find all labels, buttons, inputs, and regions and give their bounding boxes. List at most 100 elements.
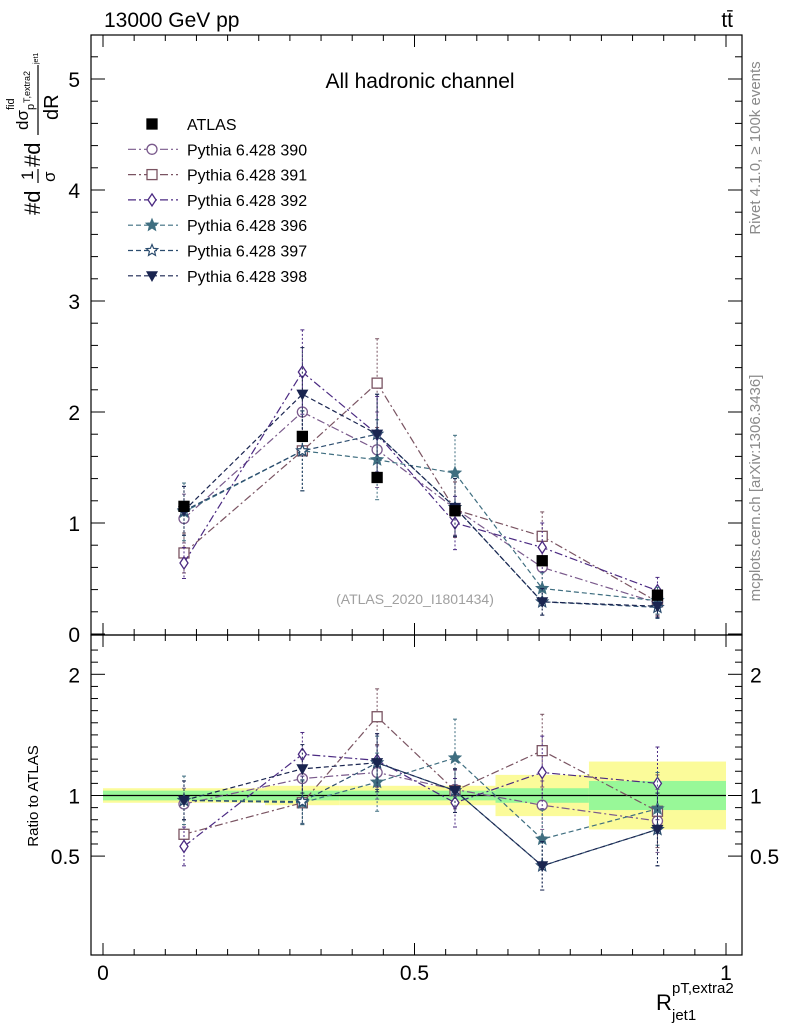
series-5-ratio-point [296,764,309,776]
series-3-ratio-point-shape [447,750,463,765]
series-5-main-point-shape [296,389,309,401]
series-5-main-point [651,601,664,613]
series-5-main-point-shape [371,429,384,441]
series-5-main-point [536,597,549,609]
series-5-main-point [371,429,384,441]
legend-marker-2 [147,192,157,208]
series-1-main-point-shape [371,377,383,389]
series-5-ratio-point [177,795,191,807]
analysis-id-label: (ATLAS_2020_I1801434) [336,591,494,607]
legend-atlas-marker-shape [146,118,158,130]
series-2-main-point-shape [537,540,547,555]
series-2-ratio-point-shape [179,839,189,854]
xlabel-sub: jet1 [671,1007,696,1024]
series-2-ratio-point-shape [537,765,547,780]
xlabel-base: R [656,990,672,1015]
ratio-y-tick-label: 1 [68,786,80,809]
legend-marker-5 [145,271,159,283]
ratio-y-tick-label-right: 0.5 [750,846,779,869]
ratio-y-tick-label: 0.5 [51,846,80,869]
legend-marker-5-shape [145,271,159,283]
main-y-tick-label: 0 [68,624,80,647]
legend-atlas-label: ATLAS [187,117,237,134]
atlas-data-point [296,430,309,443]
ratio-uncertainty-bands [103,761,726,830]
series-5-main-line [183,393,658,607]
ylabel-mid: #d [20,143,45,167]
series-5-ratio-point-shape [371,758,384,770]
legend-label-2: Pythia 6.428 392 [187,193,307,210]
series-5-ratio-point [371,758,384,770]
legend-marker-0-shape [146,143,158,155]
series-5-main-point-shape [536,597,549,609]
legend-label-4: Pythia 6.428 397 [187,244,307,261]
ylabel-frac1-den: σ [40,171,59,182]
atlas-data-point-shape [296,430,309,443]
series-1-ratio-point [178,828,190,840]
chart-title: All hadronic channel [325,70,514,93]
series-2-ratio-line [183,753,658,847]
legend-marker-4 [144,242,160,257]
series-2-main-point-shape [179,555,189,571]
legend-marker-3 [144,217,160,232]
atlas-data-point [536,555,548,567]
series-1-ratio-point-shape [536,745,548,757]
process-label: tt̄ [721,9,733,32]
x-tick-label: 0 [97,962,109,985]
atlas-data-point-shape [536,555,548,567]
series-1-main-line [183,382,658,603]
series-5-ratio-point-shape [536,861,549,873]
series-5-main-point [296,389,309,401]
series-5-ratio-point-shape [651,824,664,836]
main-ylabel: #d 1 σ #d dσ fid p T,extra2 jet1 dR [5,53,63,215]
ylabel-frac1-num: 1 [18,171,37,180]
axes-layer: 0 0.5 1 0 1 2 3 4 5 0.5 0.5 1 1 2 2 [51,34,779,985]
xlabel-sup: pT,extra2 [672,980,734,997]
atlas-data-point [449,505,461,517]
legend-marker-1-shape [146,168,158,181]
series-2-main-point [537,540,547,555]
series-2-main-line [183,371,658,592]
series-4-ratio-point-shape [295,794,310,808]
legend-marker-1 [146,168,158,181]
series-5-ratio-point-shape [296,764,309,776]
series-1-ratio-point [536,745,548,757]
series-5-main-point-shape [651,601,664,613]
series-2-main-point [179,555,189,571]
series-2-ratio-point [537,765,547,780]
energy-label: 13000 GeV pp [104,9,239,32]
series-3-main-point [535,580,550,595]
series-1-ratio-point-shape [371,711,383,723]
series-3-ratio-point [650,801,665,816]
series-3-main-line [183,450,658,602]
legend-marker-0 [146,143,158,155]
ylabel-frac2-num-subsub2: jet1 [33,53,40,65]
atlas-data-point [178,500,190,513]
series-3-main-point-shape [535,580,550,595]
series-1-ratio-line [183,715,658,835]
series-4-ratio-point [295,794,310,808]
series-3-ratio-point-shape [650,801,665,816]
legend-atlas-marker [146,118,158,130]
series-3-main-point [447,465,463,480]
atlas-data-point-shape [449,505,461,517]
ratio-y-tick-label: 2 [68,664,80,687]
series-4-main-point-shape [295,443,310,457]
atlas-data-point-shape [178,500,190,513]
atlas-data-point-shape [371,471,383,484]
main-y-tick-label: 3 [68,291,80,314]
atlas-data-point [371,471,383,484]
series-1-ratio-point-shape [178,828,190,840]
main-y-tick-label: 5 [68,69,80,92]
series-5-ratio-point [651,824,664,836]
ratio-y-tick-label-right: 2 [750,664,762,687]
series-4-main-point [295,443,310,457]
ylabel-frac2-num-sub: p [25,104,37,110]
series-2-ratio-point [179,839,189,854]
legend-marker-4-shape [144,242,160,257]
series-layer [176,329,665,891]
legend-marker-3-shape [144,217,160,232]
ylabel-frac2-num-subsub: T,extra2 [22,71,32,103]
x-tick-label: 0.5 [400,962,429,985]
